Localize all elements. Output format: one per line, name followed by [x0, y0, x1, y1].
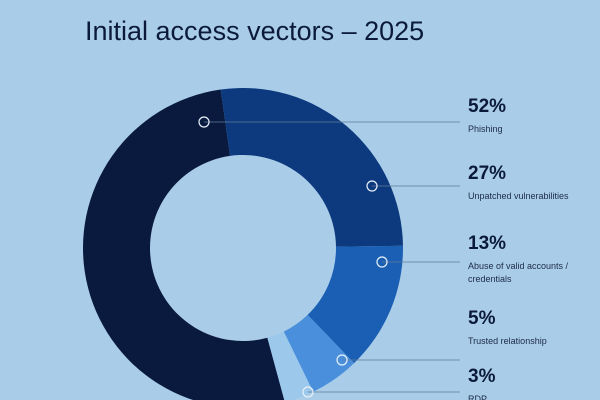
category-label: RDP: [468, 394, 488, 400]
donut-segment: [220, 88, 403, 247]
leader-dot: [366, 180, 378, 192]
category-label: Phishing: [468, 124, 503, 134]
donut-segment: [267, 331, 314, 400]
chart-title: Initial access vectors – 2025: [85, 16, 425, 46]
value-label: 13%: [468, 233, 507, 254]
value-label: 3%: [468, 366, 496, 387]
value-label: 52%: [468, 96, 507, 117]
leader-dot: [302, 386, 314, 398]
category-label: Trusted relationship: [468, 336, 547, 346]
leader-dot: [336, 354, 348, 366]
category-label: Unpatched vulnerabilities: [468, 191, 569, 201]
donut-segment: [283, 314, 355, 392]
category-label: Abuse of valid accounts / credentials: [468, 261, 569, 284]
value-label: 5%: [468, 308, 496, 329]
leader-dot: [376, 256, 388, 268]
donut-segment: [307, 245, 403, 364]
donut-segment: [83, 89, 285, 400]
value-label: 27%: [468, 163, 507, 184]
leader-dot: [198, 116, 210, 128]
